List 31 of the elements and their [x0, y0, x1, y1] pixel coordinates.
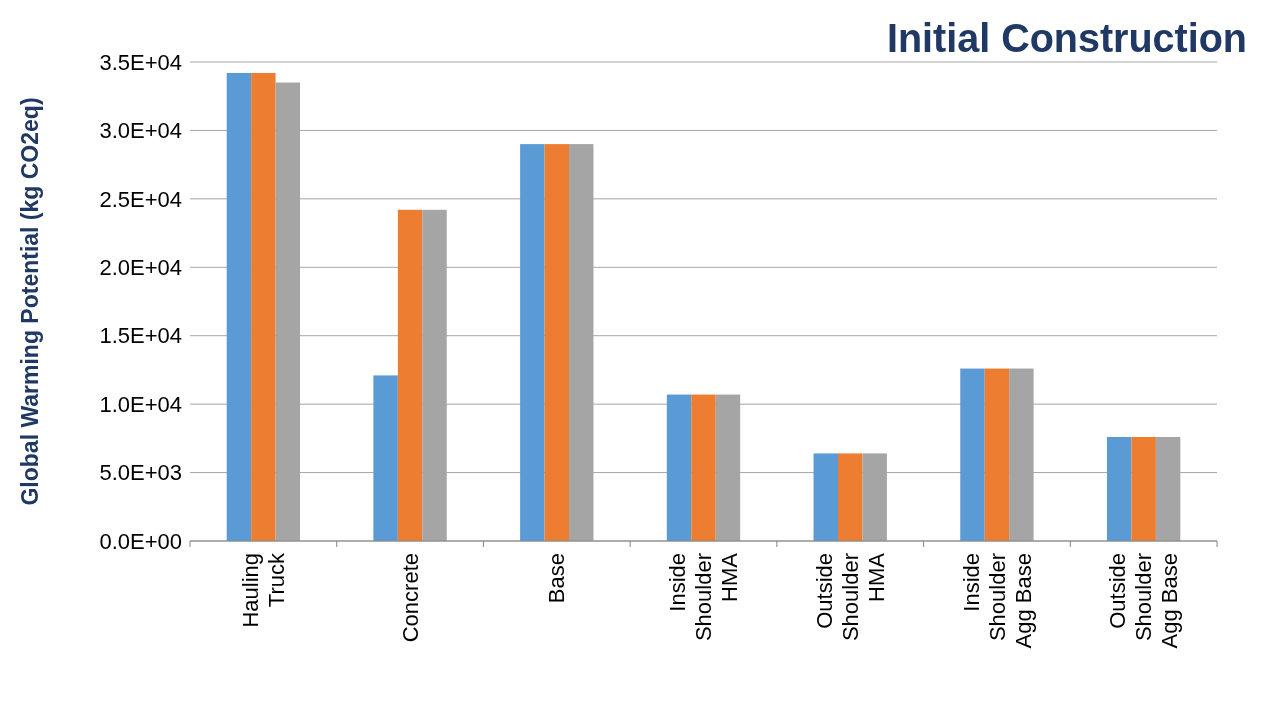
bar — [1106, 436, 1132, 541]
x-tick-label: Inside Shoulder Agg Base — [958, 553, 1036, 649]
bar — [251, 72, 276, 541]
x-tick-label: Outside Shoulder Agg Base — [1105, 553, 1183, 649]
y-tick-label: 1.0E+04 — [99, 391, 182, 417]
y-tick-label: 2.5E+04 — [99, 186, 182, 212]
bar — [960, 368, 985, 541]
y-tick-label: 2.0E+04 — [99, 254, 182, 280]
x-tick-label: Hauling Truck — [238, 552, 290, 628]
bar — [520, 144, 545, 541]
y-tick-label: 1.5E+04 — [99, 323, 182, 349]
y-tick-label: 0.0E+00 — [99, 528, 182, 554]
bar — [397, 209, 423, 541]
bar — [666, 394, 692, 541]
bar — [984, 368, 1010, 541]
x-tick-label: Inside Shoulder HMA — [665, 552, 743, 642]
y-axis-title: Global Warming Potential (kg CO2eq) — [17, 97, 43, 506]
bar — [1131, 436, 1156, 541]
y-tick-label: 3.5E+04 — [99, 49, 182, 75]
bar — [837, 453, 863, 541]
bar — [373, 375, 398, 541]
bar — [544, 144, 570, 541]
bar — [813, 453, 838, 541]
y-tick-label: 3.0E+04 — [99, 118, 182, 144]
y-tick-label: 5.0E+03 — [99, 460, 182, 486]
bar — [691, 394, 716, 541]
x-tick-label: Outside Shoulder HMA — [811, 552, 889, 642]
x-tick-label: Base — [544, 553, 570, 604]
chart-title: Initial Construction — [887, 16, 1252, 60]
x-tick-label: Concrete — [397, 553, 423, 643]
bar — [226, 72, 252, 541]
